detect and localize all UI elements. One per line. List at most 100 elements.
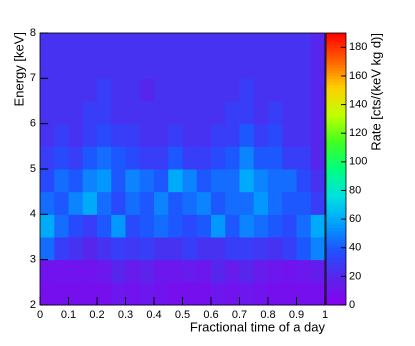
heatmap-cell bbox=[225, 259, 240, 283]
heatmap-cell bbox=[268, 259, 283, 283]
heatmap-cell bbox=[97, 33, 112, 57]
heatmap-cell bbox=[253, 237, 269, 261]
heatmap-cell bbox=[211, 259, 226, 283]
colorbar-segment bbox=[326, 204, 346, 209]
heatmap-cell bbox=[40, 191, 55, 215]
colorbar-segment bbox=[326, 250, 346, 254]
heatmap-cell bbox=[54, 78, 69, 102]
heatmap-cell bbox=[139, 169, 155, 193]
colorbar-segment bbox=[326, 93, 346, 97]
colorbar-segment bbox=[326, 47, 346, 51]
colorbar-segment bbox=[326, 176, 346, 180]
colorbar-segment bbox=[326, 121, 346, 126]
heatmap-cell bbox=[68, 259, 84, 283]
colorbar-segment bbox=[326, 78, 346, 83]
y-tick-label: 6 bbox=[30, 118, 36, 130]
y-tick-label: 7 bbox=[30, 72, 36, 84]
colorbar-segment bbox=[326, 170, 346, 174]
z-tick-label: 80 bbox=[349, 184, 361, 196]
x-tick-label: 0.7 bbox=[232, 309, 247, 321]
heatmap-cell bbox=[40, 55, 55, 79]
heatmap-cell bbox=[211, 214, 226, 238]
heatmap-cell bbox=[125, 146, 141, 170]
heatmap-cell bbox=[310, 169, 326, 193]
heatmap-cell bbox=[168, 237, 183, 261]
colorbar-segment bbox=[326, 33, 346, 37]
heatmap-cell bbox=[154, 101, 169, 125]
heatmap-cell bbox=[111, 78, 126, 102]
heatmap-cell bbox=[225, 101, 240, 125]
heatmap-cell bbox=[54, 55, 69, 79]
heatmap-cell bbox=[154, 282, 169, 306]
colorbar-segment bbox=[326, 247, 346, 252]
colorbar-segment bbox=[326, 50, 346, 54]
colorbar-segment bbox=[326, 276, 346, 280]
heatmap-cell bbox=[139, 101, 155, 125]
colorbar-segment bbox=[326, 221, 346, 226]
heatmap-cell bbox=[168, 214, 183, 238]
heatmap-cell bbox=[310, 146, 326, 170]
heatmap-cell bbox=[282, 146, 297, 170]
colorbar-segment bbox=[326, 90, 346, 94]
colorbar-segment bbox=[326, 133, 346, 137]
colorbar-segment bbox=[326, 262, 346, 266]
heatmap-cell bbox=[139, 33, 155, 57]
heatmap-cell bbox=[296, 169, 312, 193]
heatmap-cell bbox=[182, 101, 198, 125]
colorbar-segment bbox=[326, 239, 346, 243]
colorbar-segment bbox=[326, 227, 346, 232]
colorbar-segment bbox=[326, 147, 346, 151]
colorbar-segment bbox=[326, 81, 346, 86]
heatmap-cell bbox=[111, 259, 126, 283]
colorbar-segment bbox=[326, 101, 346, 106]
heatmap-cell bbox=[168, 78, 183, 102]
heatmap-cell bbox=[211, 55, 226, 79]
heatmap-cell bbox=[125, 259, 141, 283]
heatmap-cell bbox=[196, 282, 212, 306]
heatmap-cell bbox=[268, 123, 283, 147]
colorbar-segment bbox=[326, 219, 346, 223]
heatmap-cell bbox=[296, 237, 312, 261]
heatmap-cell bbox=[97, 146, 112, 170]
colorbar-segment bbox=[326, 130, 346, 134]
colorbar-segment bbox=[326, 41, 346, 45]
colorbar-segment bbox=[326, 138, 346, 143]
colorbar-segment bbox=[326, 256, 346, 260]
heatmap-cell bbox=[253, 78, 269, 102]
colorbar-segment bbox=[326, 173, 346, 177]
colorbar-segment bbox=[326, 113, 346, 117]
heatmap-cell bbox=[310, 55, 326, 79]
heatmap-cell bbox=[253, 146, 269, 170]
x-tick-label: 1 bbox=[322, 309, 328, 321]
colorbar-segment bbox=[326, 184, 346, 189]
heatmap-cell bbox=[54, 259, 69, 283]
y-tick-label: 8 bbox=[30, 27, 36, 39]
colorbar-segment bbox=[326, 284, 346, 289]
heatmap-cell bbox=[40, 101, 55, 125]
heatmap-cell bbox=[225, 282, 240, 306]
colorbar-segment bbox=[326, 84, 346, 88]
heatmap-cell bbox=[296, 146, 312, 170]
colorbar-segment bbox=[326, 216, 346, 220]
colorbar-segment bbox=[326, 279, 346, 283]
heatmap-cell bbox=[282, 55, 297, 79]
heatmap-cell bbox=[139, 146, 155, 170]
heatmap-cell bbox=[196, 237, 212, 261]
heatmap-cell bbox=[154, 214, 169, 238]
heatmap-cell bbox=[40, 78, 55, 102]
colorbar-segment bbox=[326, 70, 346, 74]
heatmap-cell bbox=[40, 123, 55, 147]
colorbar-segment bbox=[326, 230, 346, 234]
heatmap-cell bbox=[125, 214, 141, 238]
heatmap-cell bbox=[154, 55, 169, 79]
heatmap-cell bbox=[253, 33, 269, 57]
heatmap-cell bbox=[40, 259, 55, 283]
heatmap-cell bbox=[82, 282, 98, 306]
heatmap-cell bbox=[282, 169, 297, 193]
heatmap-cell bbox=[139, 282, 155, 306]
y-tick-label: 3 bbox=[30, 254, 36, 266]
heatmap-cell bbox=[182, 259, 198, 283]
heatmap-cell bbox=[239, 78, 255, 102]
heatmap-cell bbox=[268, 214, 283, 238]
heatmap-cell bbox=[97, 169, 112, 193]
